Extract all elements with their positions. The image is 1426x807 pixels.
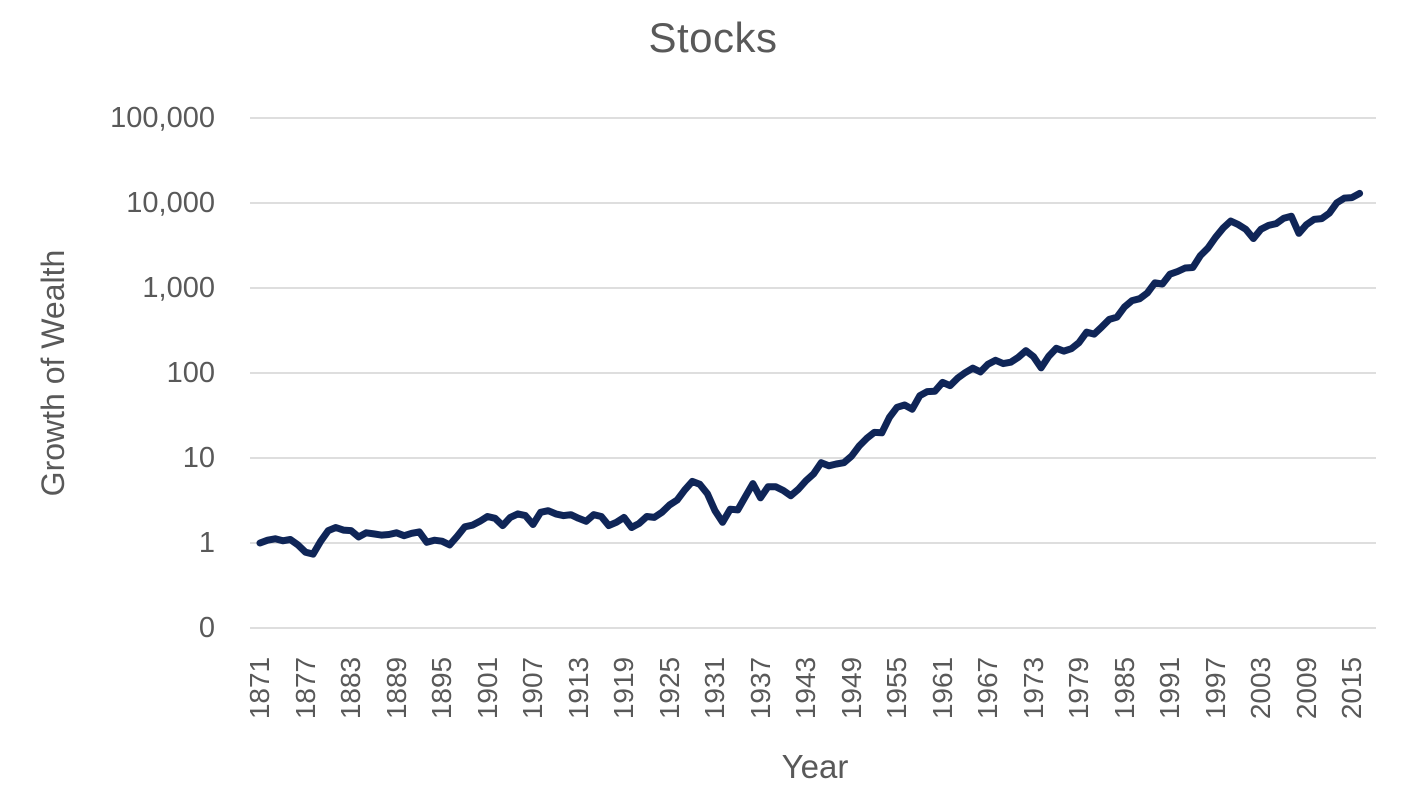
y-axis-title: Growth of Wealth: [35, 249, 71, 497]
x-tick-label-1985: 1985: [1108, 656, 1140, 720]
x-tick-label-1943: 1943: [790, 656, 821, 720]
stocks-line-series: [256, 189, 1364, 558]
x-tick-label-2009: 2009: [1290, 656, 1322, 720]
x-tick-label-1907: 1907: [517, 656, 548, 720]
x-tick-label-1949: 1949: [835, 656, 867, 720]
x-tick-label-1871: 1871: [244, 656, 275, 720]
x-tick-label-1997: 1997: [1199, 656, 1231, 720]
x-tick-label-1955: 1955: [881, 656, 912, 720]
x-tick-label-1877: 1877: [289, 656, 321, 720]
x-tick-label-1895: 1895: [426, 656, 457, 720]
y-tick-label-1,000: 1,000: [142, 272, 215, 304]
x-tick-label-1973: 1973: [1017, 656, 1049, 720]
x-tick-label-1961: 1961: [926, 656, 958, 720]
x-tick-label-1925: 1925: [653, 656, 685, 720]
x-tick-label-1979: 1979: [1063, 656, 1094, 720]
x-axis-title: Year: [781, 748, 849, 785]
y-tick-label-10: 10: [182, 442, 215, 474]
y-tick-label-10,000: 10,000: [126, 187, 215, 219]
y-tick-label-0: 0: [198, 612, 215, 644]
y-tick-label-100: 100: [166, 357, 215, 389]
x-tick-label-2003: 2003: [1245, 656, 1276, 720]
x-tick-label-1937: 1937: [744, 656, 776, 720]
x-tick-label-1931: 1931: [699, 656, 730, 720]
chart-title: Stocks: [648, 14, 778, 61]
x-tick-label-1889: 1889: [380, 656, 412, 720]
x-tick-label-1883: 1883: [335, 656, 366, 720]
gridlines: [250, 117, 1376, 629]
y-tick-label-1: 1: [198, 527, 215, 559]
x-tick-label-1991: 1991: [1154, 656, 1185, 720]
x-tick-label-1919: 1919: [608, 656, 639, 720]
x-tick-label-1967: 1967: [972, 656, 1003, 720]
x-tick-label-2015: 2015: [1336, 656, 1367, 720]
y-tick-label-100,000: 100,000: [110, 102, 215, 134]
x-tick-label-1913: 1913: [562, 656, 594, 720]
x-tick-label-1901: 1901: [471, 656, 503, 720]
